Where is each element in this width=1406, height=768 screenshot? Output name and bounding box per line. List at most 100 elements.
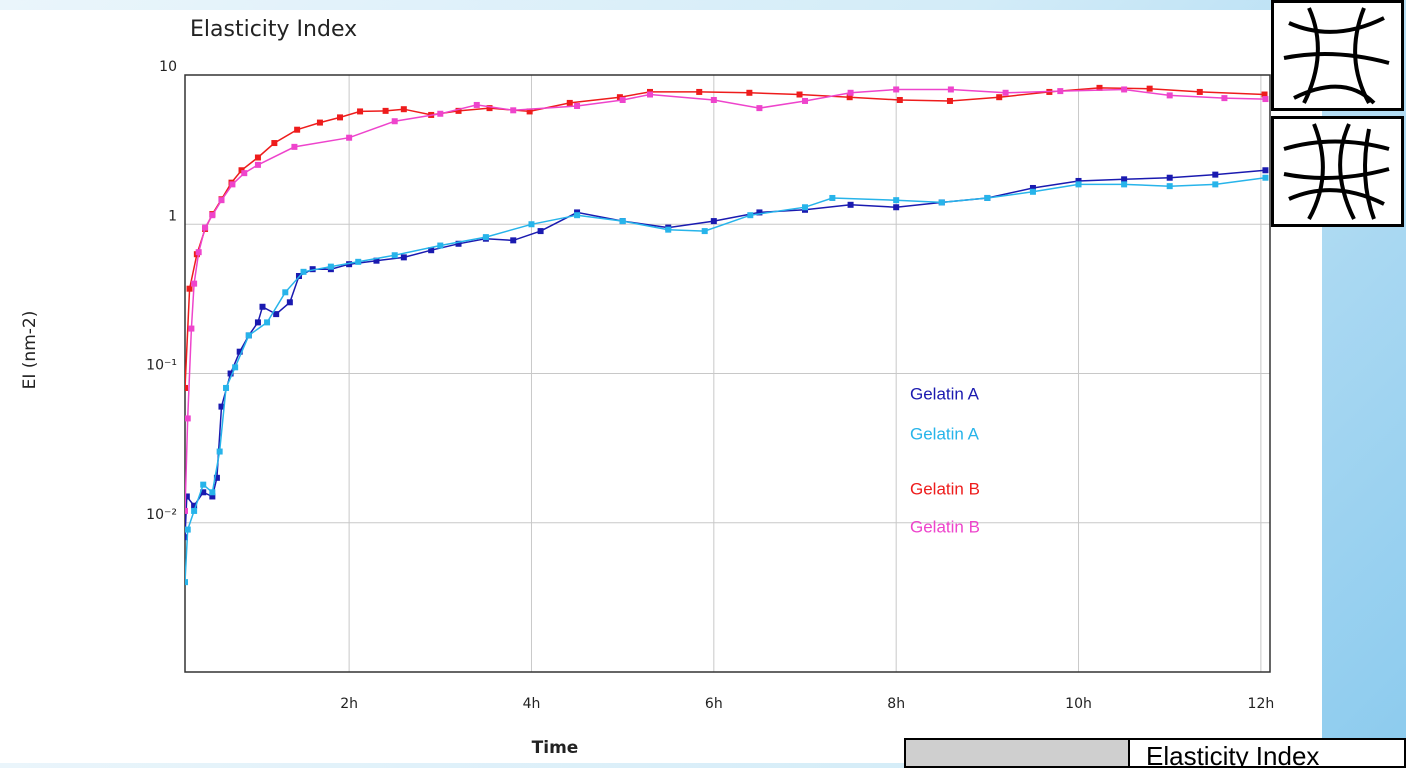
data-point	[232, 364, 239, 371]
data-point	[1121, 86, 1128, 93]
x-tick-label: 8h	[887, 696, 905, 712]
x-tick-label: 12h	[1248, 696, 1275, 712]
table-cell	[906, 740, 1130, 766]
data-point	[316, 119, 323, 126]
data-point	[756, 209, 763, 216]
data-point	[1075, 177, 1082, 184]
data-point	[309, 266, 316, 273]
data-point	[209, 212, 216, 219]
data-point	[259, 303, 266, 310]
data-point	[373, 257, 380, 264]
data-point	[1196, 88, 1203, 95]
data-point	[847, 201, 854, 208]
data-point	[254, 154, 261, 161]
data-point	[391, 118, 398, 125]
y-tick-label: 10⁻²	[146, 507, 177, 523]
data-point	[893, 204, 900, 211]
data-point	[282, 289, 289, 296]
data-point	[1166, 92, 1173, 99]
data-point	[710, 218, 717, 225]
data-point	[241, 170, 248, 177]
data-point	[537, 228, 544, 235]
data-point	[218, 403, 225, 410]
data-point	[294, 126, 301, 133]
data-point	[400, 254, 407, 261]
data-point	[1002, 89, 1009, 96]
data-point	[357, 108, 364, 115]
data-point	[455, 240, 462, 247]
data-point	[984, 194, 991, 201]
data-point	[254, 161, 261, 168]
legend-label: Gelatin B	[910, 479, 980, 498]
data-point	[510, 107, 517, 114]
x-tick-label: 6h	[705, 696, 723, 712]
data-point	[202, 224, 209, 231]
data-point	[185, 415, 191, 422]
x-tick-label: 2h	[340, 696, 358, 712]
data-point	[647, 91, 653, 98]
data-point	[847, 89, 854, 96]
network-drawing	[1283, 123, 1390, 220]
data-point	[229, 181, 236, 188]
data-point	[209, 489, 216, 496]
data-point	[701, 228, 708, 235]
data-point	[254, 319, 261, 326]
data-point	[510, 237, 517, 244]
data-point	[245, 332, 252, 339]
legend-label: Gelatin A	[910, 424, 980, 443]
data-point	[195, 249, 202, 256]
data-point	[473, 101, 480, 108]
data-point	[286, 299, 293, 306]
data-point	[574, 102, 581, 109]
data-point	[896, 96, 903, 103]
data-point	[802, 204, 808, 211]
data-point	[185, 507, 188, 514]
data-point	[216, 448, 223, 455]
data-point	[947, 86, 954, 93]
data-point	[185, 579, 188, 586]
data-point	[696, 88, 703, 95]
data-point	[1057, 88, 1064, 95]
data-point	[1221, 95, 1228, 102]
data-point	[188, 325, 195, 332]
legend-label: Gelatin A	[910, 384, 980, 403]
y-tick-label: 10⁻¹	[146, 358, 177, 374]
data-point	[1029, 184, 1036, 191]
data-point	[186, 285, 193, 292]
data-point	[273, 311, 280, 318]
data-point	[337, 114, 343, 121]
data-point	[946, 97, 953, 104]
data-point	[1166, 174, 1173, 181]
data-point	[528, 221, 535, 228]
data-point	[200, 489, 207, 496]
data-point	[1262, 96, 1269, 103]
data-point	[209, 493, 216, 500]
data-point	[566, 99, 573, 106]
data-point	[1121, 176, 1128, 183]
data-point	[227, 370, 234, 377]
data-point	[355, 258, 362, 265]
data-point	[1166, 183, 1173, 190]
data-point	[236, 348, 243, 355]
series-line	[185, 176, 1266, 583]
data-point	[185, 526, 191, 533]
data-point	[1261, 91, 1268, 98]
x-axis-label: Time	[532, 738, 579, 758]
data-point	[437, 110, 444, 117]
data-point	[996, 94, 1003, 101]
data-point	[619, 218, 626, 225]
network-drawing	[1283, 7, 1390, 105]
data-point	[346, 261, 353, 268]
data-point	[191, 280, 198, 287]
y-axis-label: EI (nm-2)	[20, 311, 40, 390]
data-point	[391, 252, 398, 259]
data-point	[213, 474, 220, 481]
data-point	[455, 107, 462, 114]
data-point	[218, 197, 225, 204]
data-point	[327, 263, 334, 270]
data-point	[400, 106, 407, 113]
data-point	[746, 89, 753, 96]
data-point	[1212, 181, 1219, 188]
data-point	[1096, 84, 1103, 91]
data-point	[1146, 85, 1153, 92]
